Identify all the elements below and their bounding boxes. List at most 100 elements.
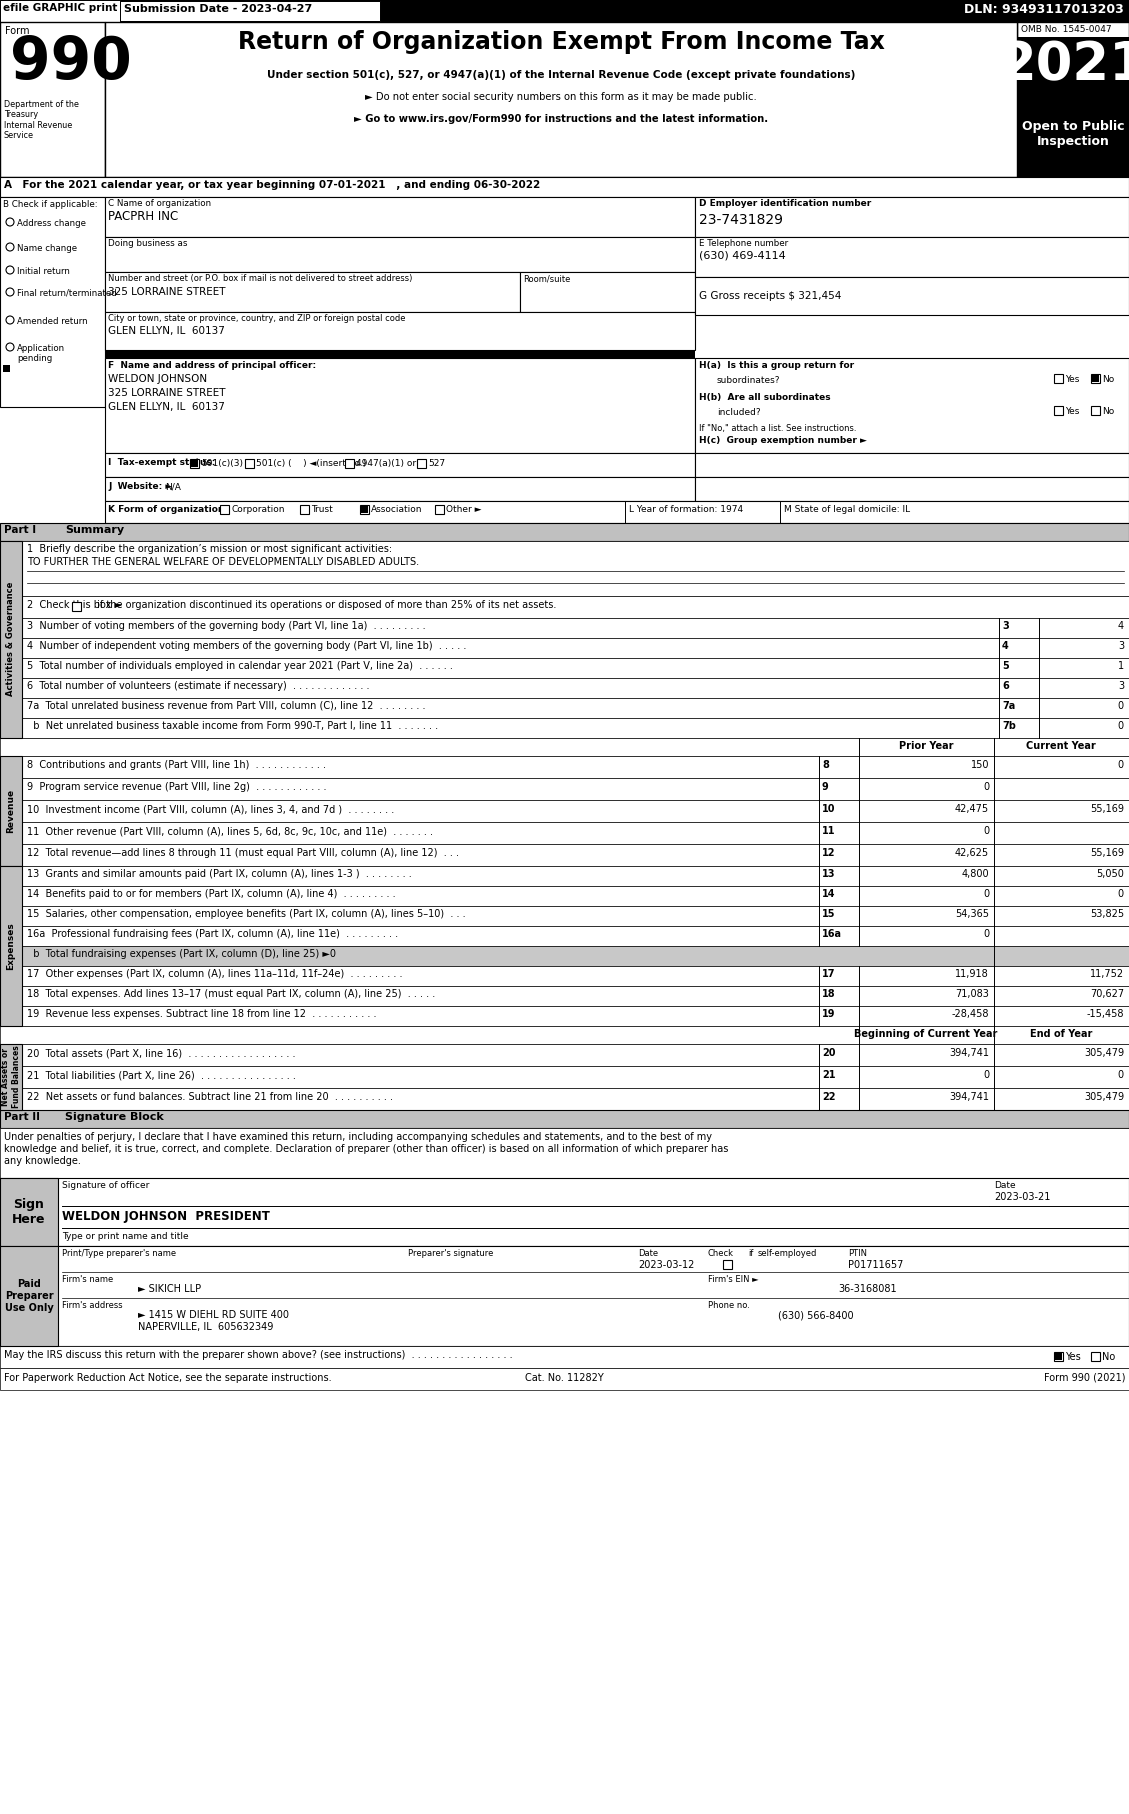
Text: 17: 17 [822,969,835,980]
Text: End of Year: End of Year [1030,1029,1092,1039]
Bar [695,477,1129,501]
Text: A For the 2021 calendar year, or tax year beginning 07-01-2021   , and ending 06: A For the 2021 calendar year, or tax yea… [5,180,541,190]
Text: C Name of organization: C Name of organization [108,200,211,209]
Text: May the IRS discuss this return with the preparer shown above? (see instructions: May the IRS discuss this return with the… [5,1350,513,1360]
Text: 13: 13 [822,869,835,880]
Text: 53,825: 53,825 [1089,909,1124,920]
Text: 4  Number of independent voting members of the governing body (Part VI, line 1b): 4 Number of independent voting members o… [27,640,466,651]
Text: 19  Revenue less expenses. Subtract line 18 from line 12  . . . . . . . . . . .: 19 Revenue less expenses. Subtract line … [27,1009,376,1019]
Bar [105,238,695,272]
Bar [0,945,1129,967]
Text: 11  Other revenue (Part VIII, column (A), lines 5, 6d, 8c, 9c, 10c, and 11e)  . : 11 Other revenue (Part VIII, column (A),… [27,825,434,836]
Text: 0: 0 [1118,700,1124,711]
Bar [520,272,695,312]
Bar [435,504,444,513]
Bar [0,1177,58,1246]
Text: Activities & Governance: Activities & Governance [7,582,16,697]
Text: ► Do not enter social security numbers on this form as it may be made public.: ► Do not enter social security numbers o… [365,93,756,102]
Bar [723,1261,732,1270]
Text: 0: 0 [983,929,989,940]
Bar [0,1346,1129,1368]
Text: F  Name and address of principal officer:: F Name and address of principal officer: [108,361,316,370]
Text: 22: 22 [822,1092,835,1101]
Bar [1091,374,1100,383]
Text: H(c)  Group exemption number ►: H(c) Group exemption number ► [699,435,867,444]
Text: 5,050: 5,050 [1096,869,1124,880]
Bar [0,698,1129,718]
Bar [0,0,120,22]
Text: 3  Number of voting members of the governing body (Part VI, line 1a)  . . . . . : 3 Number of voting members of the govern… [27,620,426,631]
Bar [105,357,695,454]
Bar [220,504,229,513]
Bar [72,602,81,611]
Text: PTIN: PTIN [848,1250,867,1257]
Bar [0,756,21,865]
Text: Association: Association [371,504,422,513]
Bar [0,597,1129,619]
Bar [300,504,309,513]
Bar [0,22,105,178]
Bar [0,925,1129,945]
Bar [0,541,1129,597]
Bar [1054,374,1064,383]
Text: Yes: Yes [1065,406,1079,415]
Text: Prior Year: Prior Year [899,740,953,751]
Text: Under section 501(c), 527, or 4947(a)(1) of the Internal Revenue Code (except pr: Under section 501(c), 527, or 4947(a)(1)… [266,71,855,80]
Text: 527: 527 [428,459,445,468]
Text: Submission Date - 2023-04-27: Submission Date - 2023-04-27 [124,4,313,15]
Bar [0,1368,1129,1390]
Bar [0,178,1129,198]
Bar [0,885,1129,905]
Text: -28,458: -28,458 [952,1009,989,1019]
Bar [1054,1351,1064,1360]
Text: Under penalties of perjury, I declare that I have examined this return, includin: Under penalties of perjury, I declare th… [5,1132,712,1143]
Bar [360,504,369,513]
Text: 11,752: 11,752 [1089,969,1124,980]
Text: 12: 12 [822,847,835,858]
Bar [417,459,426,468]
Text: 325 LORRAINE STREET: 325 LORRAINE STREET [108,287,226,297]
Bar [105,350,695,357]
Text: Initial return: Initial return [17,267,70,276]
Bar [0,639,1129,658]
Text: 55,169: 55,169 [1089,847,1124,858]
Text: 42,625: 42,625 [955,847,989,858]
Bar [345,459,355,468]
Text: Beginning of Current Year: Beginning of Current Year [855,1029,998,1039]
Text: 2021: 2021 [999,38,1129,91]
Text: 18: 18 [822,989,835,1000]
Text: Room/suite: Room/suite [523,274,570,283]
Text: GLEN ELLYN, IL  60137: GLEN ELLYN, IL 60137 [108,327,225,336]
Text: Expenses: Expenses [7,922,16,970]
Bar [695,454,1129,477]
Bar [105,198,695,238]
Text: 23-7431829: 23-7431829 [699,212,784,227]
Text: G Gross receipts $ 321,454: G Gross receipts $ 321,454 [699,290,841,301]
Text: 9: 9 [822,782,829,793]
Text: b  Total fundraising expenses (Part IX, column (D), line 25) ►0: b Total fundraising expenses (Part IX, c… [27,949,336,960]
Text: subordinates?: subordinates? [717,375,780,385]
Text: 0: 0 [1118,720,1124,731]
Text: 13  Grants and similar amounts paid (Part IX, column (A), lines 1-3 )  . . . . .: 13 Grants and similar amounts paid (Part… [27,869,412,880]
Bar [695,238,1129,278]
Text: Yes: Yes [1065,375,1079,385]
Bar [0,865,1129,885]
Bar [3,365,10,372]
Bar [0,865,21,1027]
Text: WELDON JOHNSON: WELDON JOHNSON [108,374,207,385]
Text: 20  Total assets (Part X, line 16)  . . . . . . . . . . . . . . . . . .: 20 Total assets (Part X, line 16) . . . … [27,1048,296,1058]
Bar [0,1045,1129,1067]
Bar [0,822,1129,844]
Text: 55,169: 55,169 [1089,804,1124,814]
Bar [1054,1353,1062,1360]
Text: (630) 566-8400: (630) 566-8400 [778,1312,854,1321]
Text: H(a)  Is this a group return for: H(a) Is this a group return for [699,361,855,370]
Text: P01711657: P01711657 [848,1261,903,1270]
Text: 0: 0 [983,889,989,900]
Text: Print/Type preparer's name: Print/Type preparer's name [62,1250,176,1257]
Bar [1017,22,1129,178]
Text: 9  Program service revenue (Part VIII, line 2g)  . . . . . . . . . . . .: 9 Program service revenue (Part VIII, li… [27,782,326,793]
Text: Sign
Here: Sign Here [12,1197,46,1226]
Text: 8: 8 [822,760,829,769]
Text: 11,918: 11,918 [955,969,989,980]
